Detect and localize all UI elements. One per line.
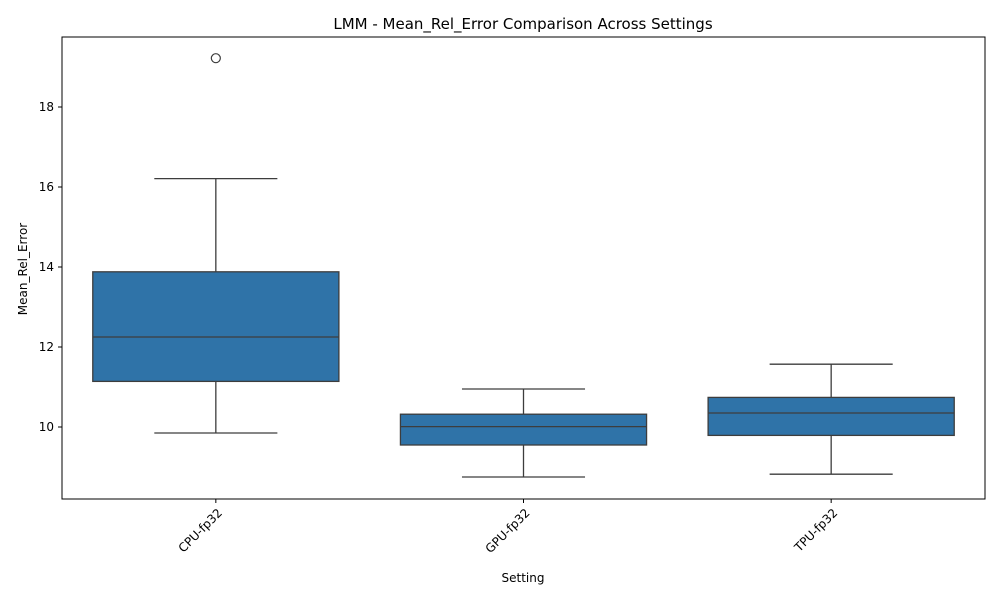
y-tick-label: 14 <box>39 260 54 274</box>
y-axis: 10 12 14 16 18 <box>39 100 62 434</box>
x-axis: CPU-fp32 GPU-fp32 TPU-fp32 <box>176 499 840 556</box>
y-tick-label: 18 <box>39 100 54 114</box>
outlier-point <box>210 53 221 64</box>
iqr-box <box>92 271 340 383</box>
x-tick-label: CPU-fp32 <box>176 506 225 555</box>
x-axis-label: Setting <box>502 571 545 585</box>
x-tick-label: TPU-fp32 <box>791 506 840 555</box>
y-tick-label: 10 <box>39 420 54 434</box>
y-tick-label: 16 <box>39 180 54 194</box>
box-group-cpu-fp32 <box>92 53 340 434</box>
iqr-box <box>707 396 955 437</box>
plot-area <box>61 36 986 500</box>
x-tick-label: GPU-fp32 <box>483 506 533 556</box>
iqr-box <box>399 413 648 446</box>
box-group-tpu-fp32 <box>707 363 955 475</box>
y-tick-label: 12 <box>39 340 54 354</box>
y-axis-label: Mean_Rel_Error <box>16 223 30 316</box>
chart-title: LMM - Mean_Rel_Error Comparison Across S… <box>333 15 712 34</box>
box-group-gpu-fp32 <box>399 388 648 478</box>
